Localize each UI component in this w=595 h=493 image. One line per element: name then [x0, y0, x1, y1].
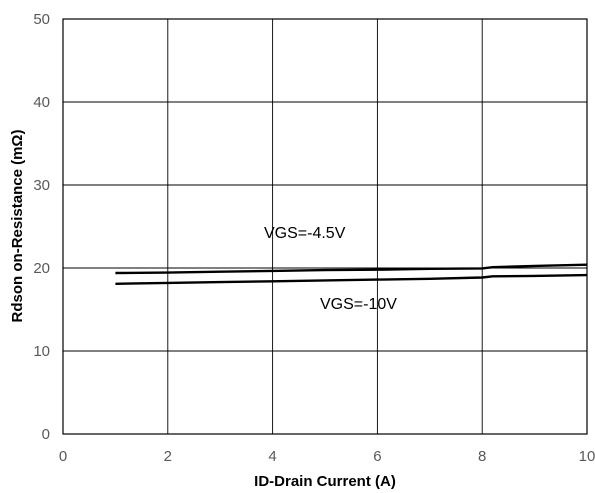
y-tick-labels: 0 10 20 30 40 50 [33, 11, 50, 443]
x-tick-label-10: 10 [579, 448, 595, 465]
series-line-vgs-10v [115, 273, 588, 285]
series-line-vgs-4-5v [115, 263, 588, 275]
plot-frame [62, 18, 588, 435]
annotation-vgs-10v: VGS=-10V [320, 296, 397, 313]
y-tick-label-30: 30 [33, 177, 50, 194]
grid-lines [63, 19, 587, 434]
y-axis-title: Rdson on-Resistance (mΩ) [9, 130, 26, 323]
y-tick-label-10: 10 [33, 343, 50, 360]
y-tick-label-0: 0 [42, 426, 50, 443]
y-tick-label-20: 20 [33, 260, 50, 277]
x-axis-title: ID-Drain Current (A) [254, 473, 396, 490]
y-tick-label-50: 50 [33, 11, 50, 28]
series-group [115, 263, 588, 285]
x-tick-label-0: 0 [59, 448, 67, 465]
y-tick-label-40: 40 [33, 94, 50, 111]
x-tick-labels: 0 2 4 6 8 10 [59, 448, 595, 465]
x-tick-label-6: 6 [373, 448, 381, 465]
annotation-vgs-4-5v: VGS=-4.5V [264, 225, 346, 242]
x-tick-label-8: 8 [478, 448, 486, 465]
x-tick-label-2: 2 [164, 448, 172, 465]
x-tick-label-4: 4 [268, 448, 276, 465]
